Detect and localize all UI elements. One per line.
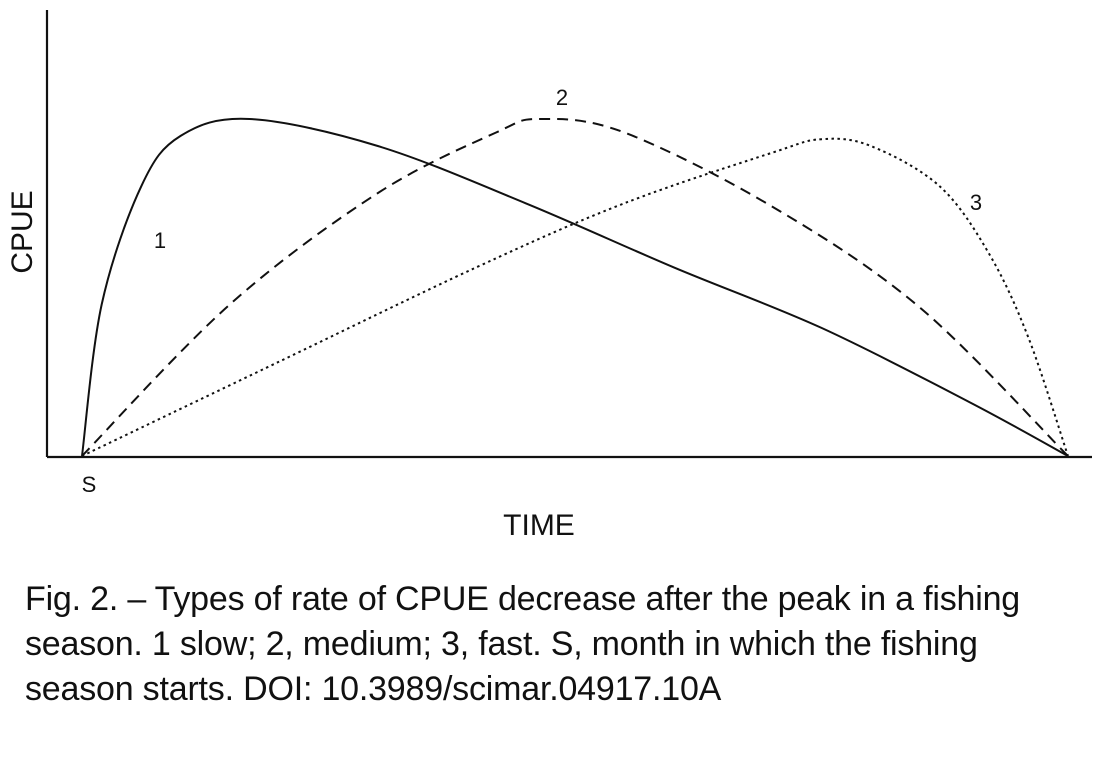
cpue-chart: 1 2 3 S TIME CPUE — [6, 10, 1092, 542]
series-3-line — [81, 137, 1069, 457]
series-2-line — [81, 117, 1069, 457]
series-1-label: 1 — [154, 228, 166, 253]
series-3-label: 3 — [970, 190, 982, 215]
series-2-label: 2 — [556, 85, 568, 110]
x-tick-label-s: S — [82, 472, 97, 497]
series-group — [81, 117, 1069, 457]
figure-caption: Fig. 2. – Types of rate of CPUE decrease… — [25, 580, 1020, 708]
x-axis-label: TIME — [503, 509, 575, 542]
series-1-line — [81, 117, 1069, 457]
series-labels: 1 2 3 — [154, 85, 982, 253]
y-axis-label: CPUE — [6, 190, 39, 273]
